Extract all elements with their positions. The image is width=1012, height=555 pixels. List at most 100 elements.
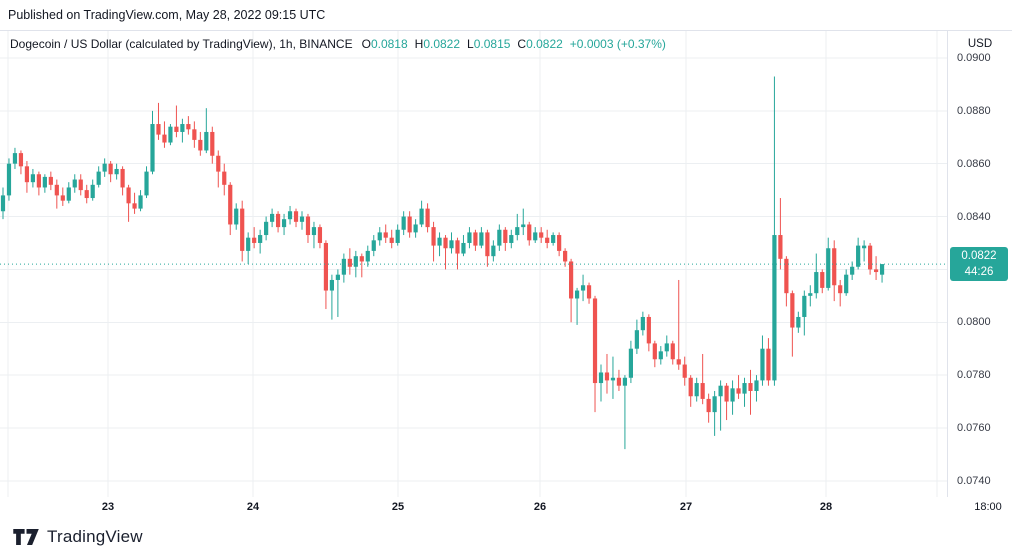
candle-body bbox=[156, 124, 161, 135]
candle-body bbox=[742, 383, 747, 394]
open-label: O bbox=[361, 37, 371, 51]
time-axis-label: 24 bbox=[246, 501, 260, 513]
candle-body bbox=[389, 237, 394, 243]
candle-body bbox=[802, 295, 807, 317]
candle-body bbox=[479, 232, 484, 246]
candle-body bbox=[485, 232, 490, 257]
candle-body bbox=[204, 131, 209, 151]
candle-body bbox=[551, 235, 556, 243]
price-axis-label: 0.0880 bbox=[957, 104, 991, 117]
candle-body bbox=[222, 171, 227, 185]
bar-countdown: 44:26 bbox=[964, 266, 994, 279]
candle-body bbox=[652, 343, 657, 360]
time-axis-label: 25 bbox=[391, 501, 405, 513]
candle-body bbox=[569, 261, 574, 299]
candle-body bbox=[862, 245, 867, 249]
candle-body bbox=[455, 240, 460, 254]
price-axis-label: 0.0840 bbox=[957, 210, 991, 223]
candle-body bbox=[879, 264, 885, 275]
chart-legend: Dogecoin / US Dollar (calculated by Trad… bbox=[10, 37, 666, 51]
candle-body bbox=[694, 383, 699, 397]
candle-body bbox=[198, 139, 203, 151]
candle-body bbox=[377, 232, 382, 241]
price-axis-label: 0.0740 bbox=[957, 474, 991, 487]
candle-body bbox=[311, 227, 317, 236]
candle-body bbox=[359, 256, 364, 262]
candle-body bbox=[192, 129, 197, 140]
high-label: H bbox=[414, 37, 424, 51]
candle-body bbox=[78, 179, 83, 191]
candle-body bbox=[580, 285, 586, 291]
candle-body bbox=[72, 179, 77, 188]
candle-body bbox=[533, 232, 538, 241]
candle-body bbox=[287, 211, 293, 220]
candle-body bbox=[347, 258, 352, 267]
plot-area[interactable]: Dogecoin / US Dollar (calculated by Trad… bbox=[0, 31, 947, 498]
candle-body bbox=[778, 235, 783, 259]
candle-body bbox=[772, 235, 777, 381]
candle-body bbox=[676, 359, 681, 365]
candle-body bbox=[760, 348, 765, 381]
symbol-title: Dogecoin / US Dollar (calculated by Trad… bbox=[10, 37, 353, 51]
candle-body bbox=[509, 235, 514, 243]
candle-body bbox=[557, 235, 562, 251]
candle-body bbox=[820, 272, 825, 288]
candle-body bbox=[18, 153, 24, 167]
price-axis-label: 0.0760 bbox=[957, 421, 991, 434]
candle-body bbox=[126, 187, 131, 204]
candle-body bbox=[718, 385, 723, 397]
candle-body bbox=[108, 163, 113, 175]
candle-body bbox=[54, 184, 59, 196]
candle-body bbox=[443, 237, 448, 249]
candle-body bbox=[419, 208, 424, 225]
candle-body bbox=[114, 168, 119, 175]
low-label: L bbox=[467, 37, 474, 51]
candle-body bbox=[873, 269, 879, 273]
price-axis[interactable]: USD 0.0900 0.0880 0.0860 0.0840 0.0800 0.0780… bbox=[947, 31, 1012, 517]
time-axis[interactable]: 23 24 25 26 27 28 18:00 bbox=[0, 497, 1012, 518]
candle-body bbox=[252, 237, 257, 243]
candle-body bbox=[90, 184, 95, 199]
candle-body bbox=[539, 232, 544, 238]
candle-body bbox=[30, 174, 35, 183]
candle-body bbox=[640, 316, 645, 331]
candle-body bbox=[838, 285, 843, 294]
high-value: 0.0822 bbox=[423, 37, 461, 51]
candle-body bbox=[491, 245, 496, 257]
price-axis-label: 0.0860 bbox=[957, 157, 991, 170]
candle-body bbox=[796, 316, 801, 328]
candle-body bbox=[670, 343, 675, 360]
candle-body bbox=[712, 396, 717, 413]
open-value: 0.0818 bbox=[370, 37, 408, 51]
candle-body bbox=[120, 168, 125, 188]
candle-body bbox=[634, 330, 639, 349]
candle-body bbox=[413, 224, 418, 233]
candle-body bbox=[658, 351, 663, 360]
candle-body bbox=[730, 388, 735, 402]
candle-body bbox=[563, 250, 568, 262]
candle-body bbox=[60, 195, 65, 201]
time-axis-label: 26 bbox=[533, 501, 547, 513]
candle-body bbox=[174, 126, 179, 132]
candle-body bbox=[275, 213, 281, 228]
close-label: C bbox=[517, 37, 527, 51]
candle-body bbox=[48, 176, 53, 185]
candle-body bbox=[598, 372, 604, 384]
candle-body bbox=[461, 242, 466, 254]
candle-body bbox=[96, 171, 101, 185]
candlestick-chart[interactable] bbox=[0, 31, 947, 497]
candle-body bbox=[706, 398, 711, 413]
candle-body bbox=[574, 290, 580, 299]
candle-body bbox=[616, 377, 622, 386]
candle-body bbox=[180, 124, 185, 132]
candle-body bbox=[826, 248, 831, 288]
candle-body bbox=[210, 131, 215, 156]
candle-body bbox=[383, 232, 388, 238]
footer-brand[interactable]: TradingView bbox=[13, 527, 143, 547]
candle-body bbox=[449, 240, 454, 249]
currency-label: USD bbox=[967, 38, 993, 50]
candle-body bbox=[814, 272, 819, 294]
candle-body bbox=[395, 229, 400, 243]
candle-body bbox=[102, 163, 107, 172]
